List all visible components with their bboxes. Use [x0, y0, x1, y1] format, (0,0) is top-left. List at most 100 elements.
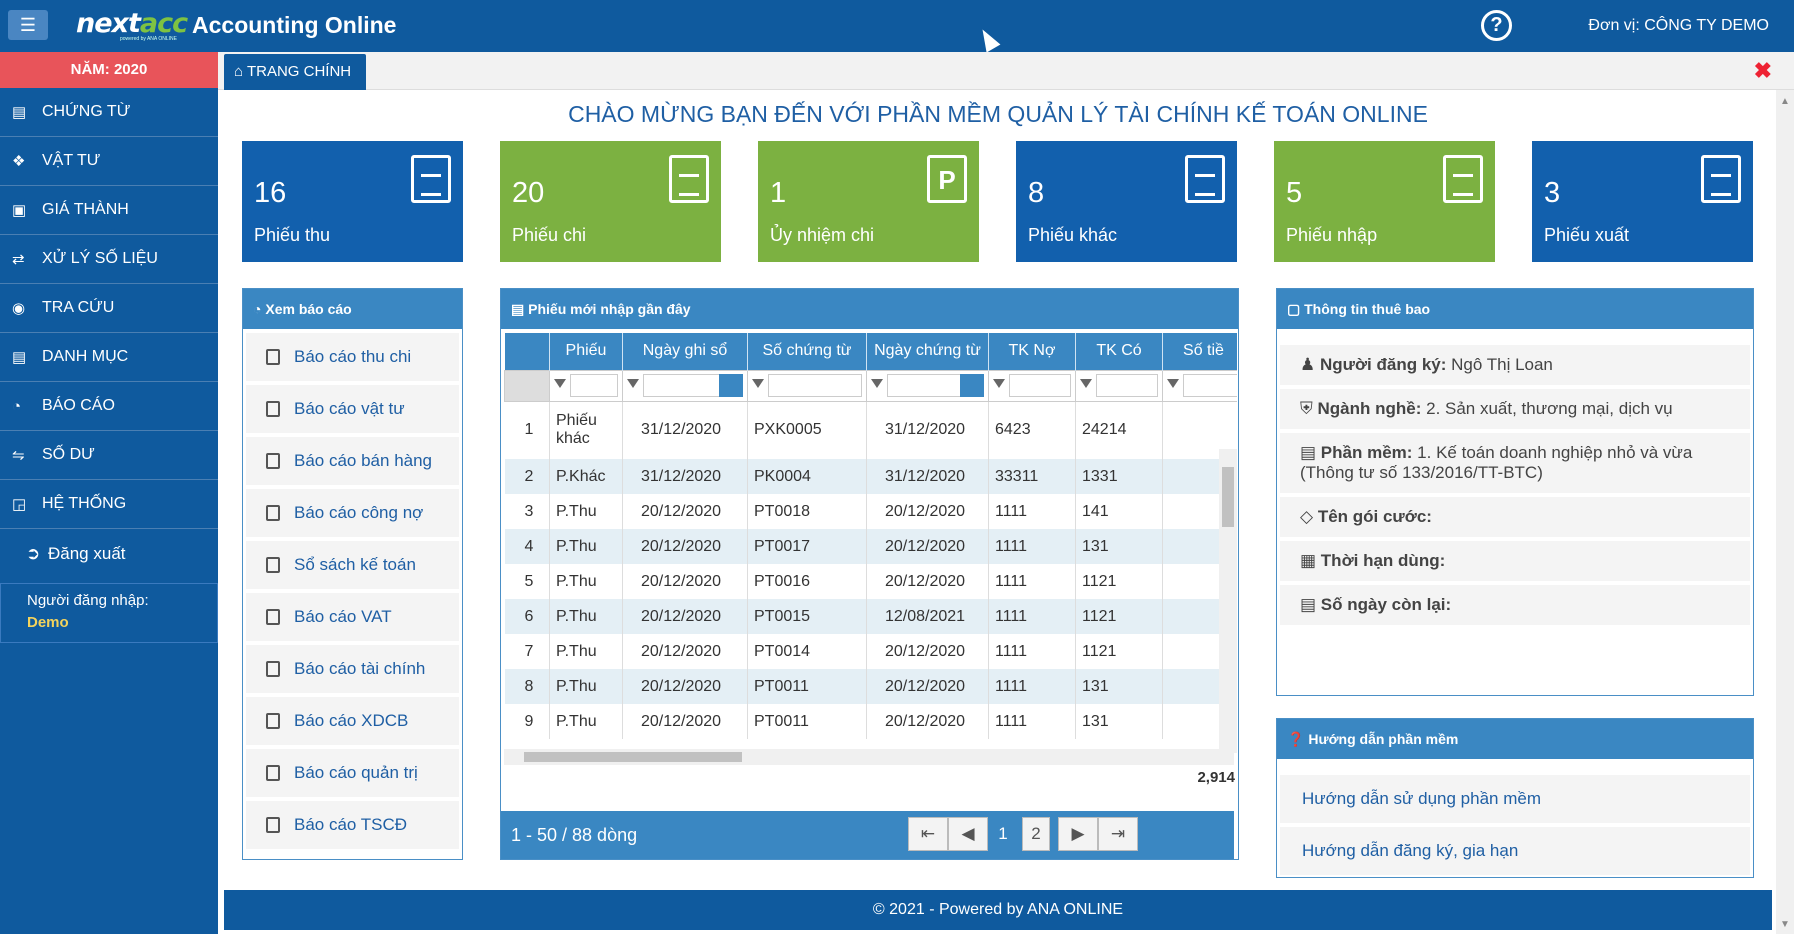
filter-cell[interactable]	[1075, 369, 1163, 402]
prev-page-icon[interactable]: ◀	[948, 817, 988, 851]
table-header-row: Phiếu Ngày ghi sổ Số chứng từ Ngày chứng…	[504, 333, 1237, 370]
report-link[interactable]: Báo cáo thu chi	[246, 333, 459, 381]
tile-phieu-thu[interactable]: 16 Phiếu thu	[242, 141, 463, 262]
report-link[interactable]: Báo cáo vật tư	[246, 385, 459, 433]
scroll-down-icon[interactable]: ▼	[1780, 919, 1790, 930]
cell-credit: 131	[1075, 704, 1163, 739]
cell-posting-date: 20/12/2020	[622, 599, 748, 634]
report-link[interactable]: Báo cáo XDCB	[246, 697, 459, 745]
table-row[interactable]: 7 P.Thu 20/12/2020 PT0014 20/12/2020 111…	[504, 634, 1237, 669]
filter-cell[interactable]	[988, 369, 1076, 402]
tile-count: 1	[770, 177, 787, 209]
report-link[interactable]: Báo cáo bán hàng	[246, 437, 459, 485]
sidebar-item-gia-thanh[interactable]: ▣ GIÁ THÀNH	[0, 186, 218, 235]
grid-horizontal-scrollbar[interactable]	[504, 749, 1234, 765]
report-link[interactable]: Báo cáo VAT	[246, 593, 459, 641]
next-page-icon[interactable]: ▶	[1058, 817, 1098, 851]
page-2-button[interactable]: 2	[1022, 817, 1050, 851]
tile-phieu-nhap[interactable]: 5 Phiếu nhập	[1274, 141, 1495, 262]
filter-cell[interactable]	[747, 369, 867, 402]
duration-row: ▦ Thời hạn dùng:	[1280, 541, 1750, 581]
report-link[interactable]: Báo cáo công nợ	[246, 489, 459, 537]
tile-label: Phiếu khác	[1028, 225, 1118, 245]
column-header[interactable]: Ngày chứng từ	[866, 333, 989, 370]
footer: © 2021 - Powered by ANA ONLINE	[224, 890, 1772, 930]
filter-input[interactable]	[1096, 374, 1158, 397]
subscription-panel-header: ▢ Thông tin thuê bao	[1277, 289, 1753, 329]
sidebar-item-vat-tu[interactable]: ❖ VẬT TƯ	[0, 137, 218, 186]
guide-link-register[interactable]: Hướng dẫn đăng ký, gia hạn	[1280, 827, 1750, 875]
report-link[interactable]: Sổ sách kế toán	[246, 541, 459, 589]
grid-vertical-scrollbar[interactable]	[1219, 449, 1237, 753]
grid-scroll-thumb[interactable]	[1222, 467, 1234, 527]
guide-link-usage[interactable]: Hướng dẫn sử dụng phần mềm	[1280, 775, 1750, 823]
sidebar-item-bao-cao[interactable]: ◔ BÁO CÁO	[0, 382, 218, 431]
column-header[interactable]: Phiếu	[549, 333, 623, 370]
filter-cell[interactable]	[622, 369, 748, 402]
sidebar-item-he-thong[interactable]: ◲ HỆ THỐNG	[0, 480, 218, 529]
hamburger-icon[interactable]: ☰	[8, 10, 48, 40]
column-header[interactable]: TK Có	[1075, 333, 1163, 370]
first-page-icon[interactable]: ⇤	[908, 817, 948, 851]
subscription-panel: ▢ Thông tin thuê bao ♟ Người đăng ký: Ng…	[1276, 288, 1754, 696]
table-row[interactable]: 1 Phiếu khác 31/12/2020 PXK0005 31/12/20…	[504, 401, 1237, 459]
filter-input[interactable]	[1009, 374, 1071, 397]
cell-index: 1	[504, 401, 550, 459]
cell-debit: 6423	[988, 401, 1076, 459]
filter-cell[interactable]	[866, 369, 989, 402]
table-row[interactable]: 3 P.Thu 20/12/2020 PT0018 20/12/2020 111…	[504, 494, 1237, 529]
grid-hscroll-thumb[interactable]	[524, 752, 742, 762]
logo[interactable]: nextacc	[76, 8, 188, 39]
tile-phieu-xuat[interactable]: 3 Phiếu xuất	[1532, 141, 1753, 262]
report-link[interactable]: Báo cáo tài chính	[246, 645, 459, 693]
random-icon: ⇋	[12, 447, 25, 464]
tile-uy-nhiem-chi[interactable]: P 1 Ủy nhiệm chi	[758, 141, 979, 262]
logout-button[interactable]: ➲ Đăng xuất	[0, 529, 218, 579]
table-row[interactable]: 5 P.Thu 20/12/2020 PT0016 20/12/2020 111…	[504, 564, 1237, 599]
report-link-label: Sổ sách kế toán	[294, 555, 416, 574]
table-row[interactable]: 2 P.Khác 31/12/2020 PK0004 31/12/2020 33…	[504, 459, 1237, 494]
column-header[interactable]: Số tiề	[1162, 333, 1237, 370]
mouse-cursor-icon	[975, 25, 1001, 53]
year-badge[interactable]: NĂM: 2020	[0, 52, 218, 88]
unit-label[interactable]: Đơn vị: CÔNG TY DEMO	[1588, 17, 1769, 34]
sidebar-item-xu-ly-so-lieu[interactable]: ⇄ XỬ LÝ SỐ LIỆU	[0, 235, 218, 284]
tab-home[interactable]: ⌂ TRANG CHÍNH	[224, 54, 366, 90]
table-row[interactable]: 9 P.Thu 20/12/2020 PT0011 20/12/2020 111…	[504, 704, 1237, 739]
filter-cell[interactable]	[549, 369, 623, 402]
sidebar-item-chung-tu[interactable]: ▤ CHỨNG TỪ	[0, 88, 218, 137]
date-picker-dropdown[interactable]	[960, 374, 984, 397]
question-circle-icon[interactable]: ?	[1481, 10, 1512, 41]
page-1-button[interactable]: 1	[988, 817, 1018, 851]
report-icon	[266, 765, 280, 781]
tile-phieu-chi[interactable]: 20 Phiếu chi	[500, 141, 721, 262]
sidebar-item-so-du[interactable]: ⇋ SỐ DƯ	[0, 431, 218, 480]
column-header[interactable]: Số chứng từ	[747, 333, 867, 370]
top-bar: ☰ nextacc powered by ANA ONLINE Accounti…	[0, 0, 1794, 53]
table-row[interactable]: 8 P.Thu 20/12/2020 PT0011 20/12/2020 111…	[504, 669, 1237, 704]
filter-icon	[871, 379, 883, 388]
filter-input[interactable]	[570, 374, 618, 397]
column-header[interactable]: Ngày ghi sổ	[622, 333, 748, 370]
cell-index: 5	[504, 564, 550, 599]
filter-cell[interactable]	[1162, 369, 1237, 402]
report-link[interactable]: Báo cáo quản trị	[246, 749, 459, 797]
last-page-icon[interactable]: ⇥	[1098, 817, 1138, 851]
page-scrollbar[interactable]: ▲ ▼	[1776, 90, 1794, 934]
sidebar-item-danh-muc[interactable]: ▤ DANH MỤC	[0, 333, 218, 382]
report-icon	[266, 609, 280, 625]
tile-phieu-khac[interactable]: 8 Phiếu khác	[1016, 141, 1237, 262]
welcome-title: CHÀO MỪNG BẠN ĐẾN VỚI PHẦN MỀM QUẢN LÝ T…	[568, 101, 1428, 127]
close-icon[interactable]: ✖	[1753, 58, 1772, 83]
report-link[interactable]: Báo cáo TSCĐ	[246, 801, 459, 849]
scroll-up-icon[interactable]: ▲	[1780, 96, 1790, 107]
column-header[interactable]: TK Nợ	[988, 333, 1076, 370]
book-icon: ▤	[1300, 443, 1317, 462]
sidebar-item-tra-cuu[interactable]: ◉ TRA CỨU	[0, 284, 218, 333]
filter-input[interactable]	[1183, 374, 1237, 397]
report-link-label: Báo cáo tài chính	[294, 659, 426, 678]
table-row[interactable]: 6 P.Thu 20/12/2020 PT0015 12/08/2021 111…	[504, 599, 1237, 634]
table-row[interactable]: 4 P.Thu 20/12/2020 PT0017 20/12/2020 111…	[504, 529, 1237, 564]
filter-input[interactable]	[768, 374, 862, 397]
date-picker-dropdown[interactable]	[719, 374, 743, 397]
